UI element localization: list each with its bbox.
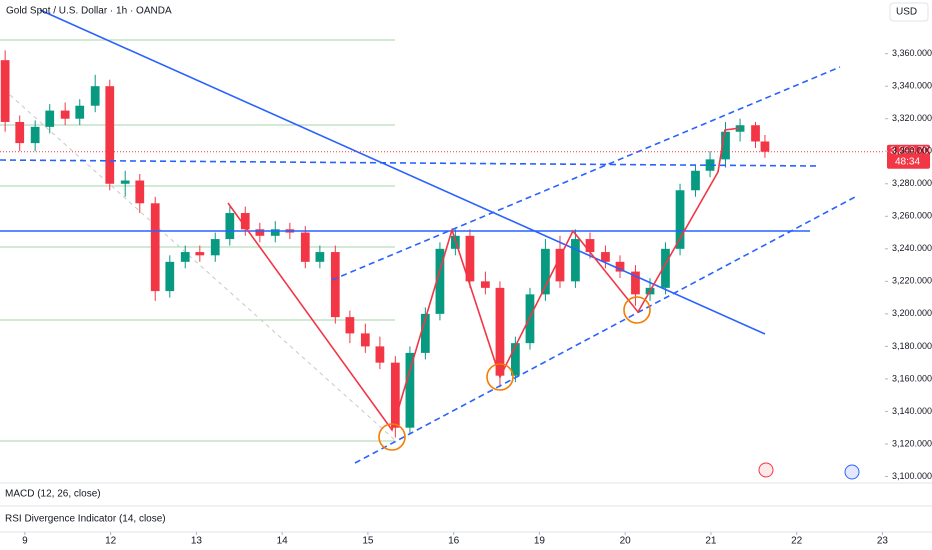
countdown: 48:34: [895, 156, 920, 167]
candle-body: [631, 271, 640, 295]
y-tick-label: 3,100.000: [892, 471, 932, 481]
flag-icon[interactable]: [844, 464, 860, 480]
candle-body: [360, 333, 370, 347]
candle-body: [30, 126, 40, 144]
candle-body: [240, 213, 250, 230]
candle-body: [270, 229, 280, 236]
x-tick-label: 12: [105, 536, 117, 547]
candle-body: [90, 86, 100, 106]
candle-body: [315, 252, 325, 262]
candle-body: [420, 313, 430, 353]
last-price-box: [887, 144, 930, 169]
candle-body: [150, 203, 160, 292]
x-tick-label: 14: [277, 536, 289, 547]
candle-body: [675, 190, 685, 249]
y-tick-label: 3,240.000: [892, 243, 932, 253]
candle-body: [405, 352, 415, 428]
candle-body: [601, 252, 610, 262]
candle-body: [495, 287, 505, 376]
dashed-line: [0, 159, 819, 167]
candle-body: [15, 121, 25, 144]
x-tick-label: 23: [877, 536, 889, 547]
candle-body: [120, 180, 130, 184]
candle-body: [75, 105, 85, 119]
candle-body: [300, 232, 310, 262]
x-tick-label: 22: [791, 536, 803, 547]
candle-body: [225, 213, 235, 240]
y-tick-label: 3,160.000: [892, 373, 932, 383]
candle-body: [210, 239, 220, 256]
candle-body: [541, 248, 550, 295]
candle-body: [691, 170, 700, 191]
candle-body: [60, 110, 70, 119]
y-tick-label: 3,120.000: [892, 438, 932, 448]
candle-body: [0, 60, 10, 122]
y-tick-label: 3,320.000: [892, 113, 932, 123]
candle-body: [555, 248, 565, 282]
y-tick-label: 3,360.000: [892, 48, 932, 58]
y-tick-label: 3,340.000: [892, 81, 932, 91]
drawings: [0, 9, 856, 464]
candle-body: [751, 125, 760, 142]
candle-body: [511, 343, 520, 376]
event-icon[interactable]: [758, 462, 774, 478]
x-tick-label: 13: [191, 536, 203, 547]
y-tick-label: 3,300.000: [892, 146, 932, 156]
last-price: 3,299.700: [890, 145, 932, 156]
y-tick-label: 3,180.000: [892, 341, 932, 351]
candle-body: [255, 229, 265, 236]
candle-body: [760, 141, 770, 152]
candle-body: [735, 125, 745, 132]
channel-low: [354, 196, 856, 464]
price-axis: [885, 0, 932, 550]
channel-high: [331, 66, 841, 281]
y-tick-label: 3,140.000: [892, 406, 932, 416]
circle: [623, 296, 651, 324]
trend-line: [39, 9, 766, 335]
candle-body: [435, 248, 445, 314]
candle-body: [390, 362, 400, 428]
candle-body: [180, 252, 190, 262]
x-tick-label: 19: [534, 536, 546, 547]
circle: [378, 423, 406, 451]
levels: [0, 39, 395, 442]
projection: [9, 94, 396, 441]
candle-body: [661, 248, 670, 288]
currency: USD: [896, 7, 917, 18]
x-tick-label: 9: [22, 536, 28, 547]
candle-body: [45, 110, 55, 127]
y-tick-label: 3,220.000: [892, 276, 932, 286]
candle-body: [481, 281, 490, 288]
x-tick-label: 21: [705, 536, 717, 547]
candle-body: [330, 252, 340, 318]
candle-body: [571, 239, 580, 282]
candle-body: [465, 235, 475, 282]
y-tick-label: 3,280.000: [892, 178, 932, 188]
indicator-label: RSI Divergence Indicator (14, close): [5, 514, 166, 525]
candle-body: [585, 239, 595, 253]
candle-body: [615, 261, 625, 272]
candle-body: [105, 86, 115, 184]
candle-body: [375, 346, 385, 363]
zigzag: [227, 127, 741, 432]
currency-box[interactable]: [889, 2, 929, 22]
indicator-label: MACD (12, 26, close): [5, 489, 101, 500]
candle-body: [195, 252, 205, 256]
x-tick-label: 15: [362, 536, 374, 547]
x-tick-label: 20: [620, 536, 632, 547]
circle: [486, 363, 514, 391]
y-tick-label: 3,200.000: [892, 308, 932, 318]
candle-body: [135, 180, 145, 204]
candle-body: [721, 131, 730, 160]
y-tick-label: 3,260.000: [892, 211, 932, 221]
candle-body: [345, 317, 355, 334]
candle-body: [165, 261, 175, 292]
chart-title: Gold Spot / U.S. Dollar · 1h · OANDA: [6, 6, 172, 17]
x-tick-label: 16: [448, 536, 460, 547]
